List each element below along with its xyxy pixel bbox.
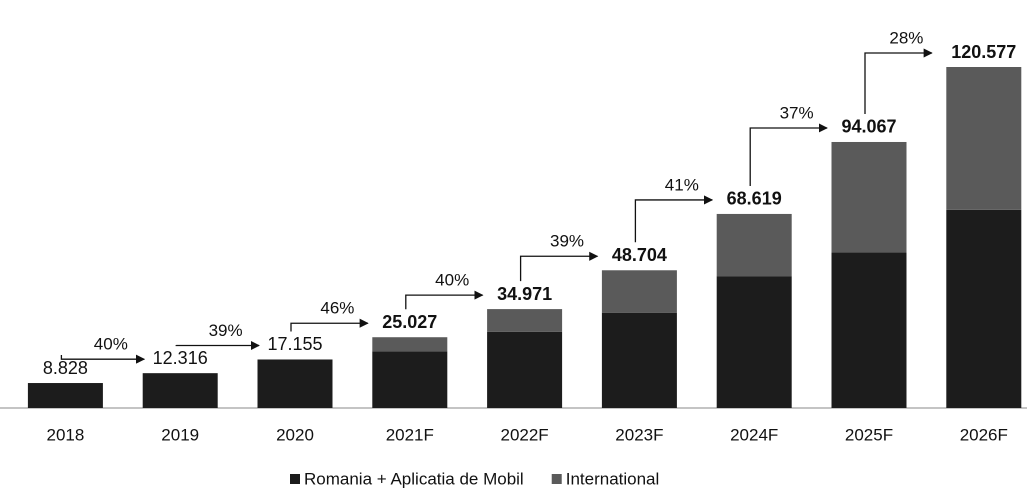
x-tick-label: 2024F bbox=[730, 425, 778, 444]
x-tick-label: 2023F bbox=[615, 425, 663, 444]
growth-label: 46% bbox=[320, 299, 354, 318]
bar-segment bbox=[716, 276, 792, 408]
x-tick-label: 2022F bbox=[500, 425, 548, 444]
total-label: 94.067 bbox=[841, 117, 896, 137]
bar-segment bbox=[946, 209, 1022, 408]
legend-label: Romania + Aplicatia de Mobil bbox=[304, 469, 524, 488]
growth-label: 37% bbox=[780, 103, 814, 122]
growth-label: 39% bbox=[209, 321, 243, 340]
total-label: 8.828 bbox=[43, 358, 88, 378]
growth-label: 40% bbox=[435, 271, 469, 290]
total-label: 25.027 bbox=[382, 312, 437, 332]
growth-arrow bbox=[749, 123, 828, 186]
growth-arrow bbox=[290, 318, 369, 332]
bar-segment bbox=[716, 213, 792, 277]
x-tick-label: 2021F bbox=[386, 425, 434, 444]
x-tick-label: 2026F bbox=[960, 425, 1008, 444]
x-tick-label: 2019 bbox=[161, 425, 199, 444]
legend-swatch bbox=[551, 474, 562, 484]
x-tick-label: 2025F bbox=[845, 425, 893, 444]
growth-label: 39% bbox=[550, 232, 584, 251]
x-tick-label: 2020 bbox=[276, 425, 314, 444]
bar-segment bbox=[831, 252, 907, 408]
bar-segment bbox=[487, 331, 563, 408]
growth-label: 40% bbox=[94, 335, 128, 354]
legend-label: International bbox=[566, 469, 660, 488]
bar-segment bbox=[487, 309, 563, 332]
growth-arrow bbox=[634, 195, 714, 243]
x-tick-label: 2018 bbox=[46, 425, 84, 444]
growth-arrow bbox=[405, 290, 484, 310]
bar-segment bbox=[372, 351, 448, 408]
legend-swatch bbox=[290, 474, 300, 484]
bar-segment bbox=[257, 359, 333, 408]
total-label: 48.704 bbox=[612, 245, 667, 265]
total-label: 12.316 bbox=[153, 348, 208, 368]
total-label: 34.971 bbox=[497, 284, 552, 304]
bar-segment bbox=[142, 373, 218, 408]
growth-arrow bbox=[60, 354, 146, 364]
bar-segment bbox=[831, 141, 907, 253]
total-label: 17.155 bbox=[267, 334, 322, 354]
bar-segment bbox=[946, 67, 1022, 210]
bar-segment bbox=[27, 383, 103, 408]
bar-segment bbox=[372, 337, 448, 352]
bar-segment bbox=[601, 270, 677, 313]
growth-label: 41% bbox=[665, 175, 699, 194]
total-label: 120.577 bbox=[951, 42, 1016, 62]
growth-arrow bbox=[519, 251, 599, 282]
growth-arrow bbox=[864, 48, 933, 114]
growth-label: 28% bbox=[889, 28, 923, 47]
bar-segment bbox=[601, 312, 677, 408]
total-label: 68.619 bbox=[727, 189, 782, 209]
